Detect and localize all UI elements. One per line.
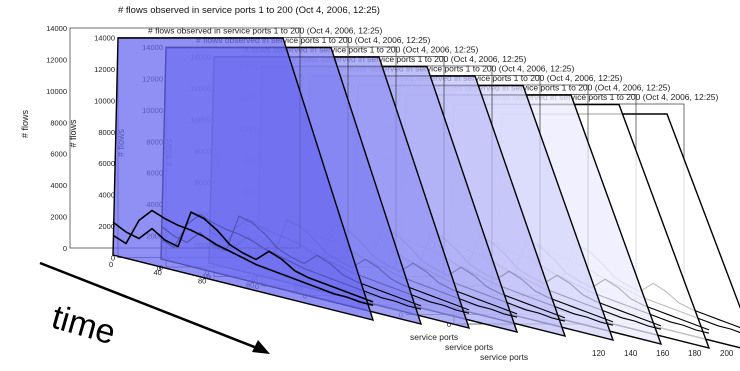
x-tick-label: 80 bbox=[198, 276, 206, 285]
y-tick-label: 0 bbox=[111, 254, 115, 263]
panel-title: # flows observed in service ports 1 to 2… bbox=[436, 83, 671, 93]
x-tick-label: 120 bbox=[592, 349, 606, 358]
y-tick-label: 2000 bbox=[98, 222, 115, 231]
y-tick-label: 8000 bbox=[50, 118, 67, 127]
arrow-shaft bbox=[39, 261, 263, 352]
x-tick-label: 40 bbox=[154, 268, 162, 277]
chart-title: # flows observed in service ports 1 to 2… bbox=[118, 5, 380, 16]
time-panel bbox=[112, 37, 375, 321]
time-arrow-icon bbox=[39, 261, 270, 354]
y-tick-label: 0 bbox=[447, 320, 451, 329]
y-tick-label: 8000 bbox=[98, 128, 115, 137]
x-axis-label: service ports bbox=[410, 332, 458, 342]
y-tick-label: 10000 bbox=[46, 87, 67, 96]
y-tick-label: 14000 bbox=[94, 34, 115, 43]
panel-title: # flows observed in service ports 1 to 2… bbox=[196, 35, 431, 45]
y-tick-label: 4000 bbox=[98, 191, 115, 200]
panel-title: # flows observed in service ports 1 to 2… bbox=[340, 64, 575, 74]
y-tick-label: 6000 bbox=[50, 150, 67, 159]
x-tick-label: 0 bbox=[109, 260, 113, 269]
y-tick-label: 2000 bbox=[50, 213, 67, 222]
x-axis-label: service ports bbox=[445, 342, 493, 352]
y-tick-label: 10000 bbox=[94, 96, 115, 105]
arrow-head bbox=[252, 340, 270, 354]
panel-title: # flows observed in service ports 1 to 2… bbox=[292, 54, 527, 64]
panel-title: # flows observed in service ports 1 to 2… bbox=[148, 26, 383, 36]
series-line bbox=[112, 210, 374, 303]
y-axis-label: # flows bbox=[68, 119, 78, 148]
y-axis-label: # flows bbox=[20, 109, 30, 138]
x-tick-label: 140 bbox=[624, 349, 638, 358]
panel-title: # flows observed in service ports 1 to 2… bbox=[484, 92, 719, 102]
x-axis-label: service ports bbox=[480, 352, 528, 362]
series-line bbox=[112, 209, 374, 306]
panel-title: # flows observed in service ports 1 to 2… bbox=[244, 45, 479, 55]
x-tick-label: 0 bbox=[157, 264, 161, 273]
y-tick-label: 4000 bbox=[50, 181, 67, 190]
x-tick-label: 200 bbox=[720, 349, 734, 358]
y-tick-label: 6000 bbox=[98, 159, 115, 168]
y-tick-label: 12000 bbox=[46, 55, 67, 64]
panel-title: # flows observed in service ports 1 to 2… bbox=[388, 73, 623, 83]
y-tick-label: 12000 bbox=[94, 65, 115, 74]
y-tick-label: 14000 bbox=[46, 24, 67, 33]
x-tick-label: 180 bbox=[688, 349, 702, 358]
y-tick-label: 0 bbox=[63, 244, 67, 253]
x-tick-label: 160 bbox=[656, 349, 670, 358]
